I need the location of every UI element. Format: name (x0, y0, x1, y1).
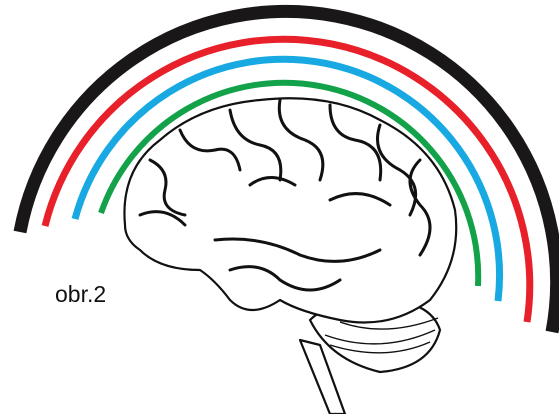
brain (124, 98, 456, 414)
illustration: obr.2 (0, 0, 559, 414)
caption: obr.2 (55, 281, 106, 307)
